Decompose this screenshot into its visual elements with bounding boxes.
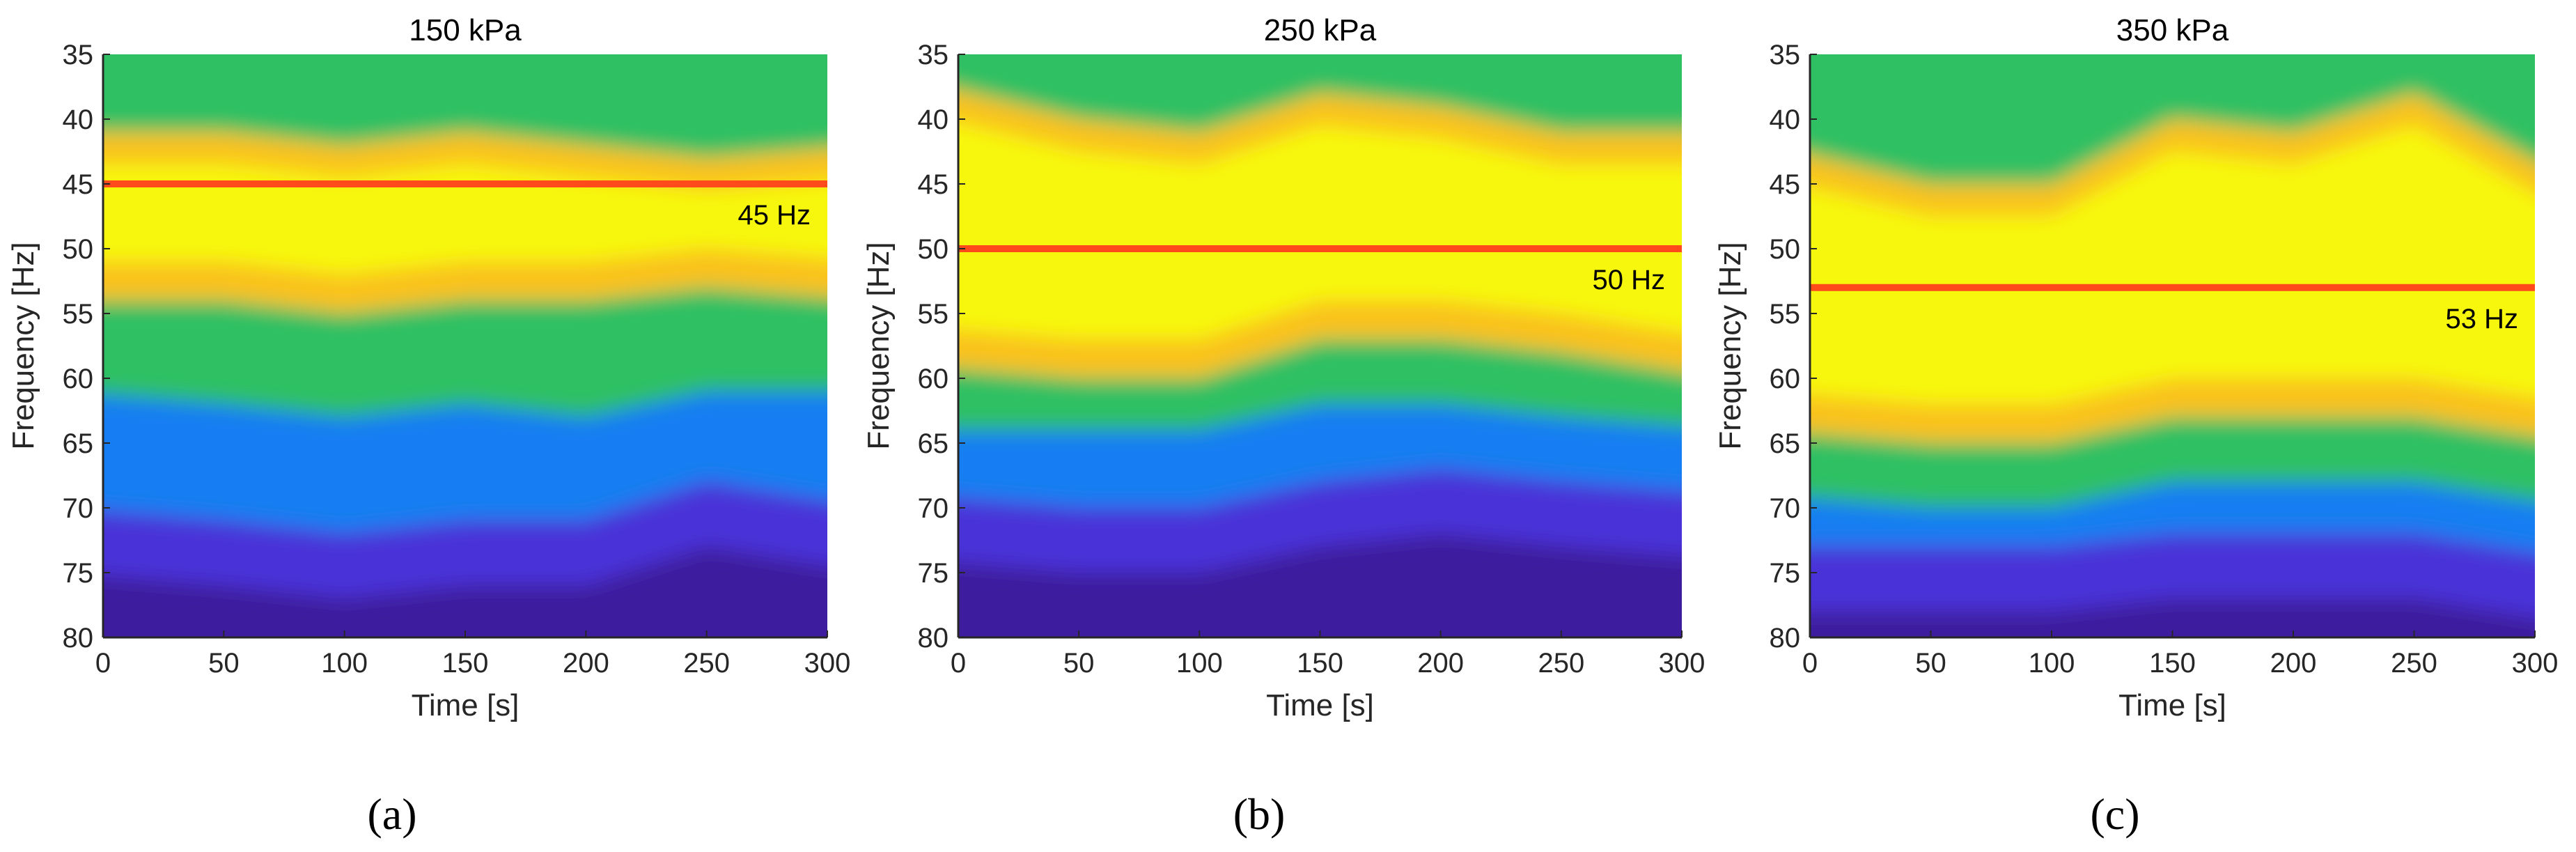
- x-tick-label: 200: [563, 648, 609, 679]
- y-axis-label: Frequency [Hz]: [861, 242, 896, 449]
- band-deep-purple: [1810, 598, 2535, 637]
- y-tick-label: 60: [63, 364, 94, 394]
- band-orange-lower: [103, 249, 827, 313]
- x-tick-label: 50: [208, 648, 240, 679]
- x-tick-label: 0: [95, 648, 111, 679]
- band-green: [103, 287, 827, 417]
- y-tick-label: 35: [918, 40, 949, 70]
- y-tick-label: 65: [1770, 428, 1801, 459]
- band-purple: [1810, 534, 2535, 618]
- y-tick-label: 40: [918, 104, 949, 135]
- x-tick-label: 300: [2512, 648, 2559, 679]
- panel-1: 45 Hz 35 40 45 50 55 60 65 70 75 800 50 100 150 200 250…: [6, 13, 851, 839]
- y-tick-label: 55: [918, 299, 949, 330]
- y-tick-label: 70: [918, 493, 949, 524]
- heatmap: [1810, 54, 2535, 637]
- x-axis-label: Time [s]: [2118, 688, 2226, 722]
- panel-caption: (a): [367, 789, 416, 839]
- y-tick-label: 80: [918, 623, 949, 653]
- band-blue: [958, 404, 1682, 508]
- reference-line-label: 50 Hz: [1593, 265, 1666, 295]
- x-tick-label: 100: [1176, 648, 1223, 679]
- x-tick-label: 300: [804, 648, 851, 679]
- x-tick-label: 250: [2391, 648, 2437, 679]
- x-tick-label: 150: [2149, 648, 2196, 679]
- panel-caption: (c): [2090, 789, 2139, 839]
- band-yellow: [103, 164, 827, 275]
- y-tick-label: 50: [1770, 234, 1801, 265]
- panel-title: 250 kPa: [1264, 13, 1377, 47]
- x-axis-label: Time [s]: [412, 688, 520, 722]
- y-tick-label: 40: [1770, 104, 1801, 135]
- y-tick-label: 55: [1770, 299, 1801, 330]
- panel-title: 150 kPa: [409, 13, 522, 47]
- y-tick-label: 70: [1770, 493, 1801, 524]
- y-tick-label: 45: [1770, 169, 1801, 200]
- band-orange-upper: [958, 90, 1682, 165]
- y-tick-label: 80: [63, 623, 94, 653]
- x-tick-label: 300: [1659, 648, 1705, 679]
- reference-line-label: 45 Hz: [738, 200, 811, 231]
- band-blue: [103, 391, 827, 534]
- x-tick-label: 0: [1802, 648, 1818, 679]
- x-axis-label: Time [s]: [1266, 688, 1374, 722]
- band-purple: [103, 481, 827, 599]
- band-top-green: [103, 54, 827, 158]
- heatmap: [958, 54, 1682, 637]
- band-yellow: [1810, 125, 2535, 405]
- y-tick-label: 65: [918, 428, 949, 459]
- y-tick-label: 35: [63, 40, 94, 70]
- y-tick-label: 75: [63, 558, 94, 589]
- y-axis-label: Frequency [Hz]: [1713, 242, 1747, 449]
- panel-3: 53 Hz 35 40 45 50 55 60 65 70 75 800 50 100 150 200 250…: [1713, 13, 2559, 839]
- y-tick-label: 40: [63, 104, 94, 135]
- x-tick-label: 100: [2029, 648, 2075, 679]
- y-tick-label: 35: [1770, 40, 1801, 70]
- reference-line-label: 53 Hz: [2446, 304, 2519, 334]
- x-tick-label: 50: [1063, 648, 1095, 679]
- panel-title: 350 kPa: [2116, 13, 2229, 47]
- band-yellow: [958, 123, 1682, 340]
- y-tick-label: 55: [63, 299, 94, 330]
- y-tick-label: 75: [1770, 558, 1801, 589]
- x-tick-label: 200: [2270, 648, 2317, 679]
- y-tick-label: 60: [1770, 364, 1801, 394]
- y-tick-label: 50: [918, 234, 949, 265]
- band-green: [958, 339, 1682, 431]
- x-tick-label: 0: [951, 648, 966, 679]
- band-orange-lower: [1810, 378, 2535, 443]
- band-orange-upper: [1810, 93, 2535, 217]
- heatmap: [103, 54, 827, 637]
- x-tick-label: 150: [442, 648, 489, 679]
- x-tick-label: 250: [1538, 648, 1584, 679]
- y-tick-label: 70: [63, 493, 94, 524]
- x-tick-label: 250: [683, 648, 730, 679]
- band-deep-purple: [103, 546, 827, 637]
- y-tick-label: 45: [918, 169, 949, 200]
- band-green: [1810, 417, 2535, 508]
- band-deep-purple: [958, 534, 1682, 637]
- x-tick-label: 50: [1915, 648, 1946, 679]
- x-tick-label: 200: [1417, 648, 1464, 679]
- y-tick-label: 80: [1770, 623, 1801, 653]
- y-tick-label: 65: [63, 428, 94, 459]
- panel-2: 50 Hz 35 40 45 50 55 60 65 70 75 800 50 100 150 200 250…: [861, 13, 1705, 839]
- band-blue: [1810, 481, 2535, 553]
- y-axis-label: Frequency [Hz]: [6, 242, 40, 449]
- y-tick-label: 60: [918, 364, 949, 394]
- panel-caption: (b): [1233, 789, 1286, 839]
- band-purple: [958, 469, 1682, 573]
- y-tick-label: 45: [63, 169, 94, 200]
- y-tick-label: 75: [918, 558, 949, 589]
- band-orange-upper: [103, 132, 827, 191]
- x-tick-label: 150: [1297, 648, 1343, 679]
- y-tick-label: 50: [63, 234, 94, 265]
- x-tick-label: 100: [321, 648, 368, 679]
